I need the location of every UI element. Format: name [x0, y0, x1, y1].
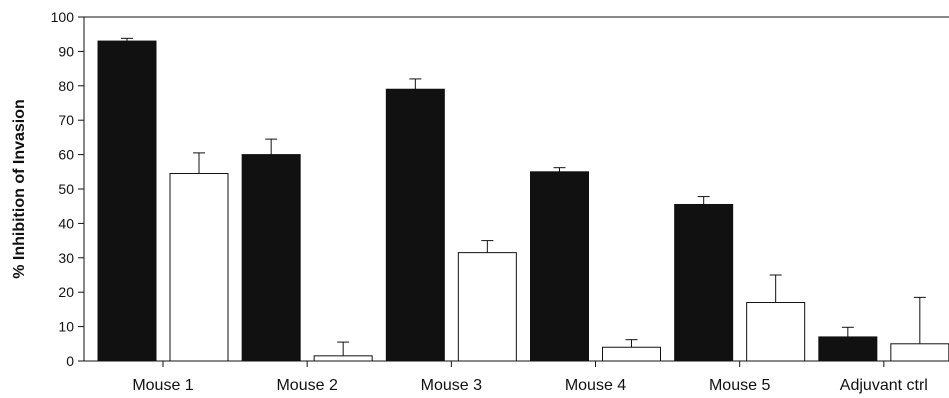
bar	[241, 154, 301, 362]
bar	[890, 343, 949, 362]
y-tick-label: 40	[58, 215, 74, 231]
x-tick-label: Adjuvant ctrl	[840, 377, 928, 394]
bar	[818, 336, 878, 362]
plot-area: 0 10 20 30 40 50 60 70 80 90 100 Mouse 1 Mouse 2 Mous…	[51, 9, 949, 394]
bar	[313, 355, 373, 362]
x-tick-label: Mouse 3	[421, 377, 482, 394]
y-tick-label: 30	[58, 250, 74, 266]
x-tick-label: Mouse 5	[709, 377, 770, 394]
y-tick-label: 10	[58, 319, 74, 335]
x-tick-label: Mouse 2	[276, 377, 337, 394]
bar	[97, 40, 157, 362]
y-tick-label: 60	[58, 147, 74, 163]
y-tick-label: 0	[66, 353, 74, 369]
x-tick-label: Mouse 4	[565, 377, 626, 394]
x-tick-label: Mouse 1	[132, 377, 193, 394]
y-axis-title: % Inhibition of Invasion	[11, 99, 28, 279]
bar	[746, 302, 806, 362]
y-tick-label: 50	[58, 181, 74, 197]
y-tick-label: 70	[58, 112, 74, 128]
bar	[674, 203, 734, 362]
bar	[385, 88, 445, 362]
y-tick-label: 20	[58, 284, 74, 300]
y-tick-label: 100	[51, 9, 75, 25]
bar	[169, 173, 229, 362]
y-tick-label: 90	[58, 43, 74, 59]
y-tick-label: 80	[58, 78, 74, 94]
bar	[530, 171, 589, 362]
bar	[602, 346, 661, 362]
bar	[457, 252, 517, 362]
